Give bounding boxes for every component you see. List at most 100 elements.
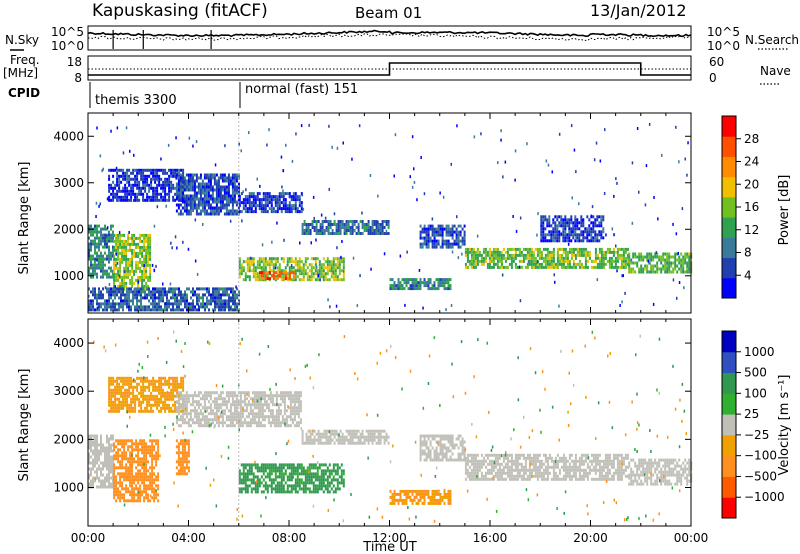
heatmap-speck [684, 157, 686, 161]
heatmap-cell [106, 473, 108, 477]
heatmap-cell [106, 434, 108, 438]
heatmap-cell [248, 275, 251, 279]
heatmap-cell [187, 212, 190, 216]
heatmap-cell [238, 275, 241, 279]
heatmap-cell [139, 472, 142, 476]
heatmap-cell [104, 257, 106, 261]
heatmap-cell [213, 188, 216, 192]
heatmap-cell [540, 218, 543, 222]
heatmap-cell [264, 210, 267, 214]
heatmap-cell [196, 287, 198, 291]
heatmap-cell [427, 281, 430, 285]
heatmap-cell [433, 242, 436, 246]
heatmap-cell [288, 201, 291, 205]
heatmap-cell [345, 223, 348, 226]
heatmap-cell [191, 403, 194, 407]
heatmap-cell [214, 305, 216, 309]
heatmap-cell [678, 261, 681, 265]
heatmap-cell [96, 302, 98, 306]
heatmap-cell [108, 397, 111, 401]
heatmap-cell [134, 406, 137, 410]
heatmap-cell [496, 262, 499, 266]
heatmap-cell [177, 463, 180, 467]
heatmap-cell [294, 198, 297, 202]
heatmap-cell [145, 272, 148, 276]
heatmap-cell [240, 272, 243, 276]
heatmap-cell [106, 236, 108, 240]
heatmap-cell [200, 287, 202, 291]
heatmap-cell [294, 210, 297, 214]
heatmap-cell [233, 409, 236, 413]
heatmap-cell [466, 253, 469, 257]
heatmap-cell [92, 290, 94, 294]
heatmap-cell [164, 186, 167, 190]
heatmap-cell [336, 278, 339, 282]
heatmap-cell [357, 223, 360, 226]
heatmap-cell [113, 472, 116, 476]
heatmap-cell [131, 487, 134, 491]
heatmap-cell [179, 460, 182, 464]
heatmap-cell [160, 168, 163, 172]
heatmap-cell [680, 258, 683, 262]
heatmap-cell [520, 253, 523, 257]
heatmap-cell [128, 305, 130, 309]
heatmap-cell [568, 239, 571, 243]
heatmap-cell [254, 278, 257, 282]
heatmap-cell [223, 206, 226, 210]
heatmap-cell [115, 248, 118, 252]
heatmap-cell [200, 296, 202, 300]
heatmap-speck [519, 299, 522, 303]
heatmap-cell [235, 412, 238, 416]
heatmap-cell [94, 455, 96, 459]
heatmap-cell [646, 264, 649, 268]
heatmap-cell [316, 257, 319, 261]
heatmap-cell [576, 239, 579, 243]
heatmap-cell [217, 197, 220, 201]
heatmap-cell [133, 254, 136, 258]
heatmap-cell [217, 421, 220, 425]
heatmap-speck [605, 233, 607, 237]
heatmap-cell [124, 382, 127, 386]
heatmap-cell [349, 226, 352, 229]
heatmap-cell [155, 457, 158, 461]
heatmap-cell [96, 473, 98, 477]
heatmap-cell [443, 278, 446, 282]
heatmap-cell [532, 250, 535, 254]
heatmap-cell [119, 245, 122, 249]
heatmap-cell [133, 442, 136, 446]
heatmap-cell [118, 400, 121, 404]
heatmap-cell [182, 296, 184, 300]
heatmap-cell [464, 250, 467, 254]
heatmap-cell [186, 296, 188, 300]
heatmap-cell [381, 223, 384, 226]
heatmap-cell [108, 245, 110, 249]
heatmap-cell [143, 275, 146, 279]
heatmap-cell [235, 415, 238, 419]
heatmap-cell [381, 232, 384, 235]
heatmap-cell [596, 236, 599, 240]
heatmap-cell [134, 287, 136, 291]
heatmap-cell [146, 195, 149, 199]
heatmap-cell [94, 269, 96, 273]
power-colorbar-cell [722, 136, 736, 157]
heatmap-cell [187, 185, 190, 189]
heatmap-cell [304, 272, 307, 276]
heatmap-cell [238, 257, 241, 261]
heatmap-cell [455, 230, 458, 234]
heatmap-cell [195, 185, 198, 189]
heatmap-speck [613, 194, 615, 198]
heatmap-cell [182, 376, 185, 380]
heatmap-cell [409, 278, 412, 282]
heatmap-cell [110, 443, 112, 447]
heatmap-cell [104, 227, 106, 231]
heatmap-cell [106, 299, 108, 303]
heatmap-cell [147, 448, 150, 452]
heatmap-cell [457, 224, 460, 228]
heatmap-cell [144, 198, 147, 202]
heatmap-cell [131, 254, 134, 258]
heatmap-cell [183, 445, 186, 449]
heatmap-cell [94, 227, 96, 231]
heatmap-cell [141, 463, 144, 467]
heatmap-cell [393, 281, 396, 285]
